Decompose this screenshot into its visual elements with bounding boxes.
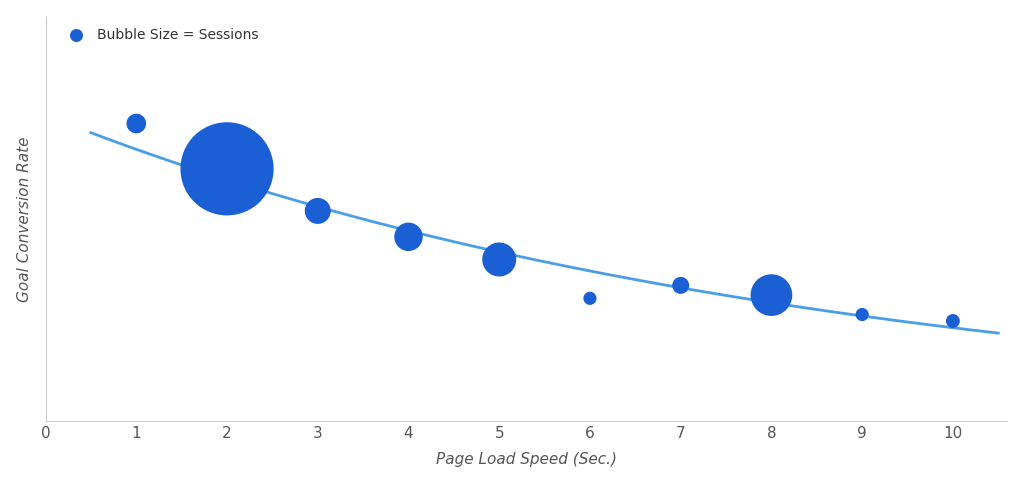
Point <box>219 165 236 173</box>
Point <box>309 207 326 215</box>
Point <box>582 294 598 302</box>
Point <box>492 256 508 263</box>
Point <box>400 233 417 241</box>
Point <box>763 291 779 299</box>
Y-axis label: Goal Conversion Rate: Goal Conversion Rate <box>16 136 32 302</box>
X-axis label: Page Load Speed (Sec.): Page Load Speed (Sec.) <box>436 453 616 468</box>
Point <box>673 282 689 289</box>
Point <box>128 120 144 127</box>
Legend: Bubble Size = Sessions: Bubble Size = Sessions <box>62 28 258 42</box>
Point <box>945 317 962 325</box>
Point <box>854 311 870 318</box>
